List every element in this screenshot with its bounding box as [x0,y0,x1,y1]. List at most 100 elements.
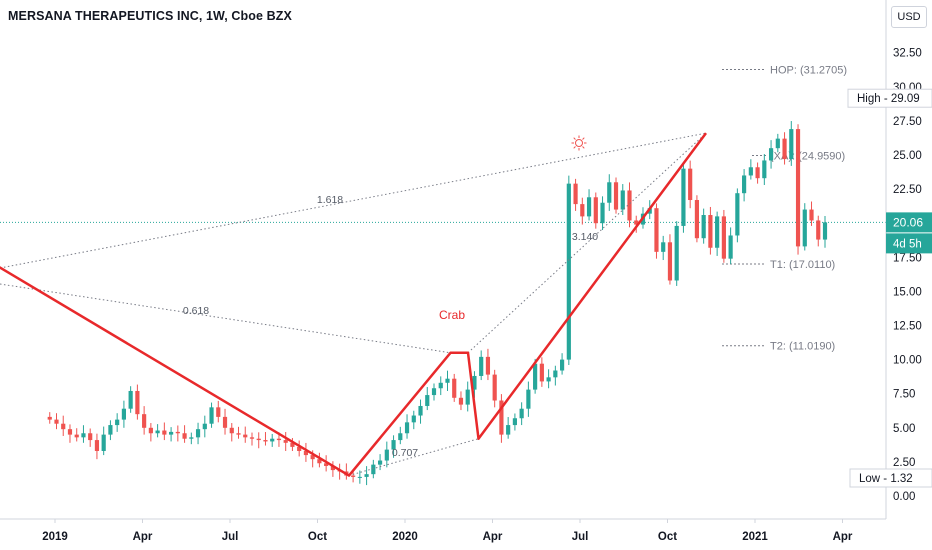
x-tick-label: Apr [483,531,503,543]
candle [371,464,376,475]
y-tick-label: 32.50 [893,48,922,60]
last-price-tag [886,212,932,233]
x-tick-label: 2021 [742,531,768,543]
xa-ratio-line [0,132,707,269]
candle [559,359,565,371]
candle [148,427,153,434]
candle [425,395,430,406]
candle [74,434,79,438]
candle [586,197,592,217]
candle [310,455,315,460]
y-tick-label: 12.50 [893,321,922,333]
level-label: HOP: (31.2705) [770,64,847,76]
candle [283,440,288,443]
candle [431,388,437,396]
candle [364,474,369,477]
candle [620,190,625,210]
countdown-label: 4d 5h [893,238,922,250]
candle [115,419,120,426]
x-tick-label: Apr [833,531,853,543]
candle [182,433,187,439]
candle [701,215,706,239]
sun-ray [573,146,576,149]
candle [674,225,679,281]
candle [667,242,673,281]
candle [189,437,194,439]
candle [600,202,605,224]
candle [485,356,491,375]
candle [533,363,538,390]
candle [324,463,329,466]
candle [142,414,147,428]
candle [317,459,322,464]
candle [573,183,578,205]
candle [553,370,558,378]
low-price-label: Low - 1.32 [859,473,913,485]
candle [526,389,531,409]
candle [607,182,612,203]
candle [216,407,221,417]
candle [236,433,241,435]
level-label: T1: (17.0110) [770,259,835,271]
candle [762,160,767,179]
x-tick-label: Oct [308,531,327,543]
candle [506,425,511,435]
candle [634,220,639,225]
candle [411,415,416,423]
y-tick-label: 10.00 [893,355,922,367]
sun-ray [582,137,585,140]
bc-ratio-line [348,438,479,477]
candle [782,138,787,160]
candle [54,419,59,424]
candle [721,216,726,259]
candle [708,215,713,248]
candle [627,190,632,221]
candle [728,235,733,259]
candle [735,193,740,236]
candle [445,378,450,383]
candle [270,438,275,442]
candle [418,405,423,416]
candle [202,423,207,430]
candle [755,167,760,179]
candle [276,438,282,441]
candle [162,430,167,435]
candle [229,427,234,434]
candle [546,377,551,382]
countdown-tag [886,233,932,254]
y-tick-label: 5.00 [893,423,915,435]
candle [290,442,295,447]
high-price-label: High - 29.09 [857,93,920,105]
candle [256,438,261,441]
x-tick-label: Oct [658,531,677,543]
level-label: T2: (11.0190) [770,341,835,353]
candle [795,129,801,247]
ratio-label: 0.707 [392,447,418,459]
ratio-label: 0.618 [183,305,209,317]
candle [297,446,302,451]
candle [155,430,160,434]
candle [539,363,544,382]
currency-button[interactable]: USD [891,6,927,28]
candle [768,148,774,161]
candle [94,440,100,451]
candle [789,129,794,160]
sun-ray [573,137,576,140]
x-tick-label: 2019 [42,531,68,543]
candle [391,440,396,450]
candle [654,208,659,252]
candle [67,429,73,435]
candle [249,437,255,439]
candle [593,197,598,224]
candle [384,449,389,461]
candle [175,431,180,434]
candle [580,204,585,217]
candle [809,209,814,221]
candle [715,216,720,248]
x-tick-label: Apr [133,531,153,543]
crab-pattern-path [0,132,708,477]
y-tick-label: 27.50 [893,116,922,128]
candle [661,242,666,252]
level-label: (XA): (24.9590) [770,151,845,163]
